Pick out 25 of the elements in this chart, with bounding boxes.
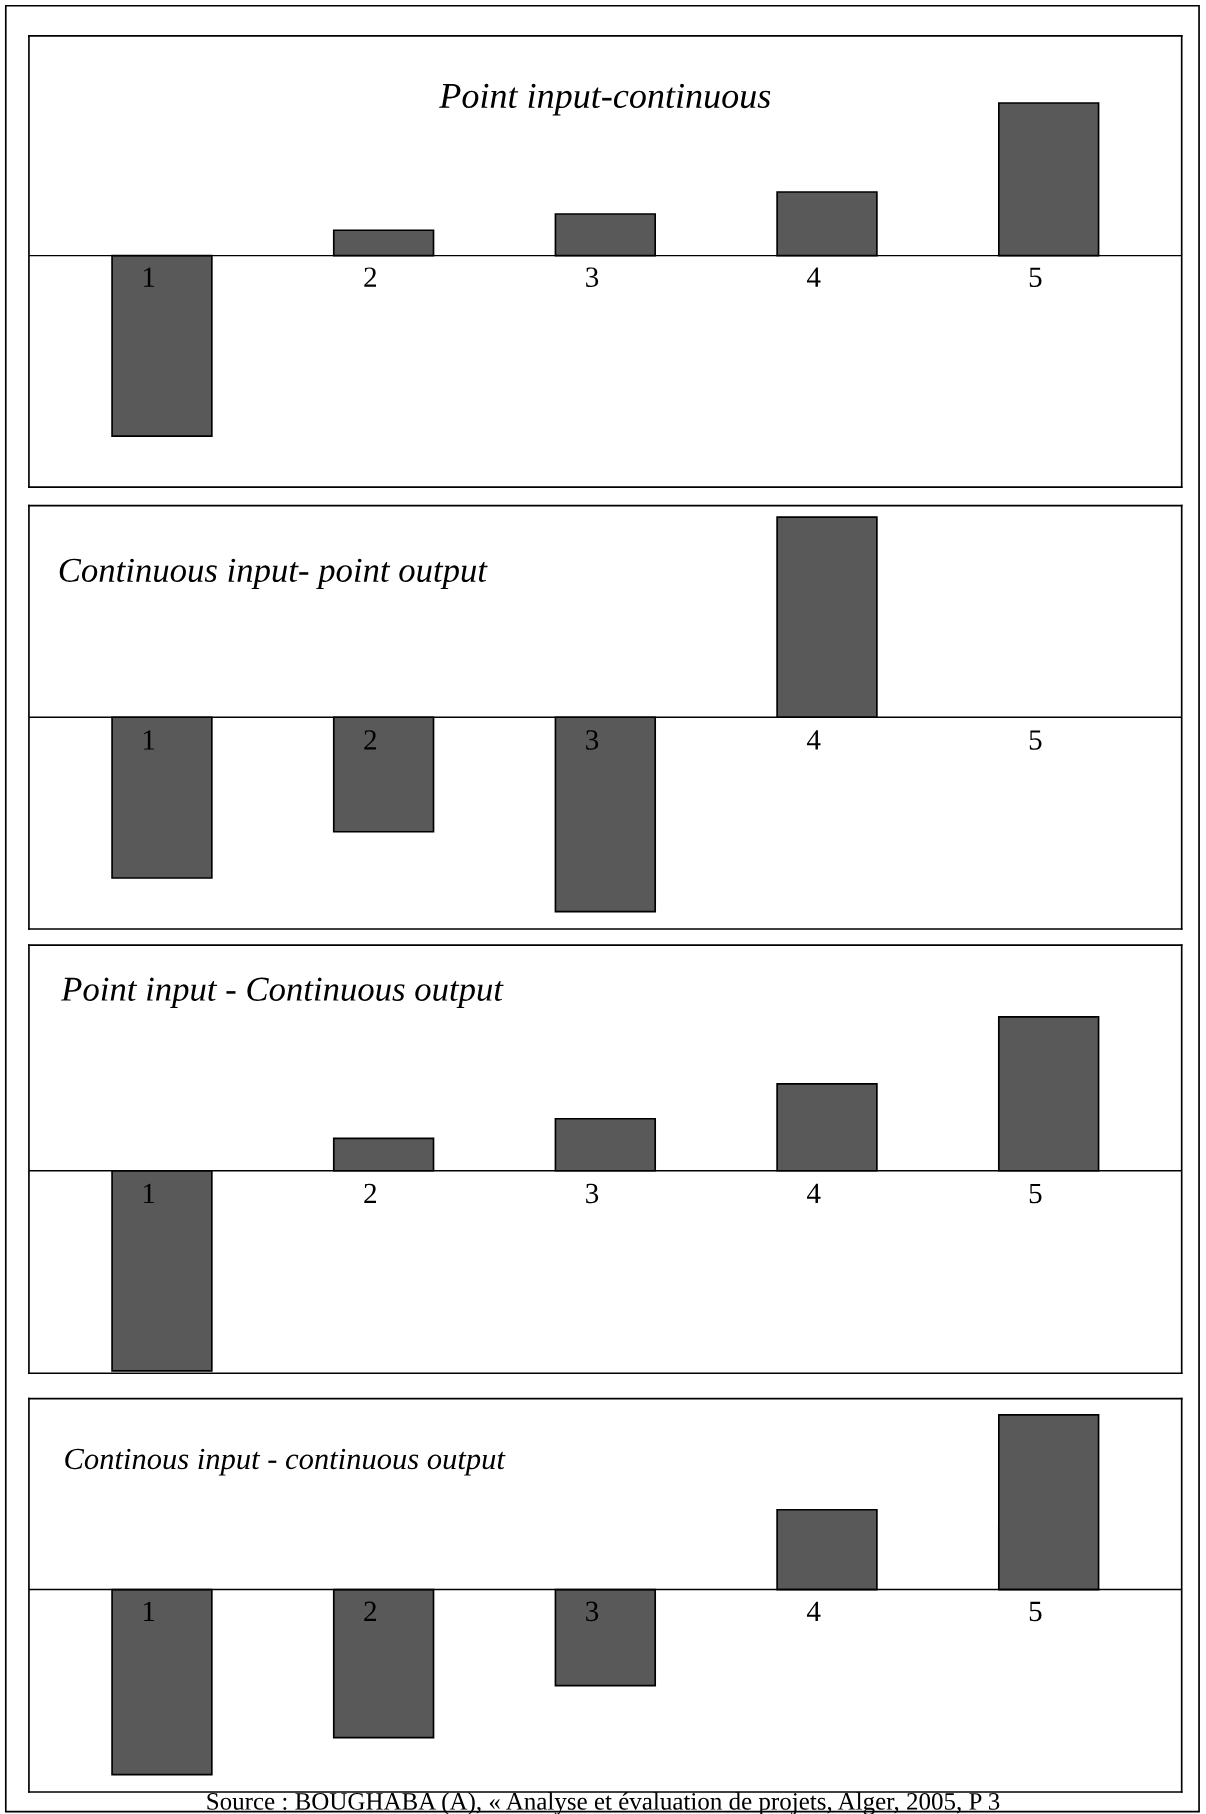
x-tick-label: 3 <box>586 267 599 288</box>
x-tick-label: 2 <box>364 267 377 287</box>
x-tick-label: 5 <box>1029 1183 1042 1204</box>
x-tick-label: 5 <box>1029 730 1042 750</box>
x-tick-label: 1 <box>143 730 155 750</box>
x-tick-label: 1 <box>143 1601 155 1621</box>
x-tick-label: 5 <box>1029 267 1042 288</box>
x-tick-label: 2 <box>364 1601 377 1621</box>
x-tick-label: 3 <box>586 1601 599 1622</box>
text: Continous input - continuous output <box>65 1448 506 1476</box>
source-note: Source : BOUGHABA (A), « Analyse et évaluation de projets, Alger, 2005, P 3 <box>207 1792 1000 1814</box>
x-tick-label: 1 <box>143 1183 155 1204</box>
x-tick-label: 3 <box>586 1183 599 1204</box>
text: Continuous input- point output <box>59 558 488 590</box>
chart-title: Point input - Continuous output <box>61 977 504 1009</box>
x-tick-label: 3 <box>586 730 599 750</box>
x-tick-label: 1 <box>143 267 155 287</box>
chart-title: Point input-continuous <box>439 83 771 116</box>
x-tick-label: 4 <box>806 1183 821 1204</box>
x-tick-label: 4 <box>806 1601 821 1621</box>
x-tick-label: 4 <box>806 267 821 287</box>
x-tick-label: 2 <box>364 730 377 750</box>
x-tick-label: 4 <box>806 730 821 750</box>
x-tick-label: 2 <box>364 1183 377 1204</box>
x-tick-label: 5 <box>1029 1601 1042 1622</box>
